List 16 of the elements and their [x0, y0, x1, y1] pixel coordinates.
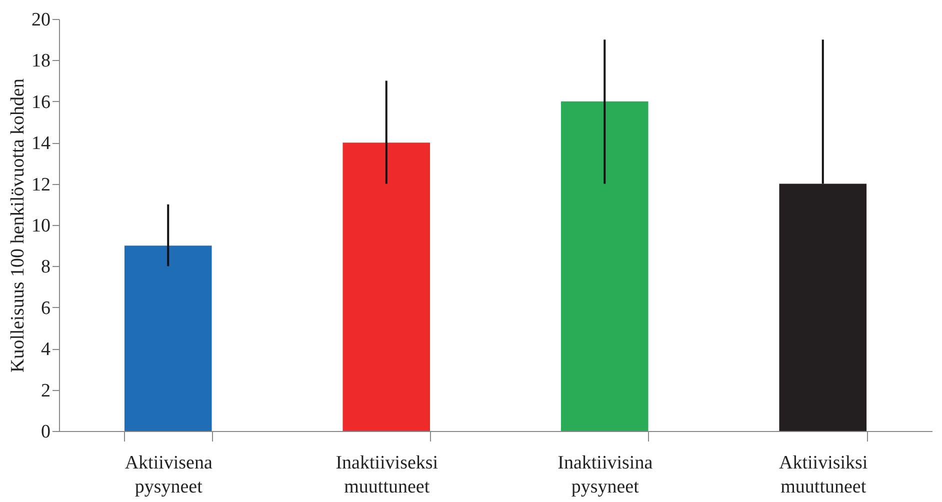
x-tick-label: Inaktiiviseksi muuttuneet: [336, 452, 438, 498]
y-tick-label: 20: [32, 10, 50, 30]
x-tick-label: Aktiivisiksi muuttuneet: [779, 452, 868, 498]
y-tick-label: 12: [32, 174, 50, 196]
y-tick-label: 0: [41, 422, 50, 442]
x-tick-label: Inaktiivisina pysyneet: [558, 452, 654, 498]
y-tick-label: 2: [41, 380, 50, 402]
y-tick-label: 18: [32, 50, 50, 72]
y-axis-title: Kuolleisuus 100 henkilövuotta kohden: [8, 78, 28, 372]
y-tick-label: 10: [32, 216, 50, 236]
y-tick-label: 6: [41, 298, 50, 319]
y-tick-label: 8: [41, 256, 50, 278]
y-tick-label: 16: [32, 92, 50, 113]
y-tick-label: 14: [32, 133, 51, 154]
y-tick-label: 4: [41, 339, 51, 360]
x-tick-label: Aktiivisena pysyneet: [124, 452, 213, 498]
